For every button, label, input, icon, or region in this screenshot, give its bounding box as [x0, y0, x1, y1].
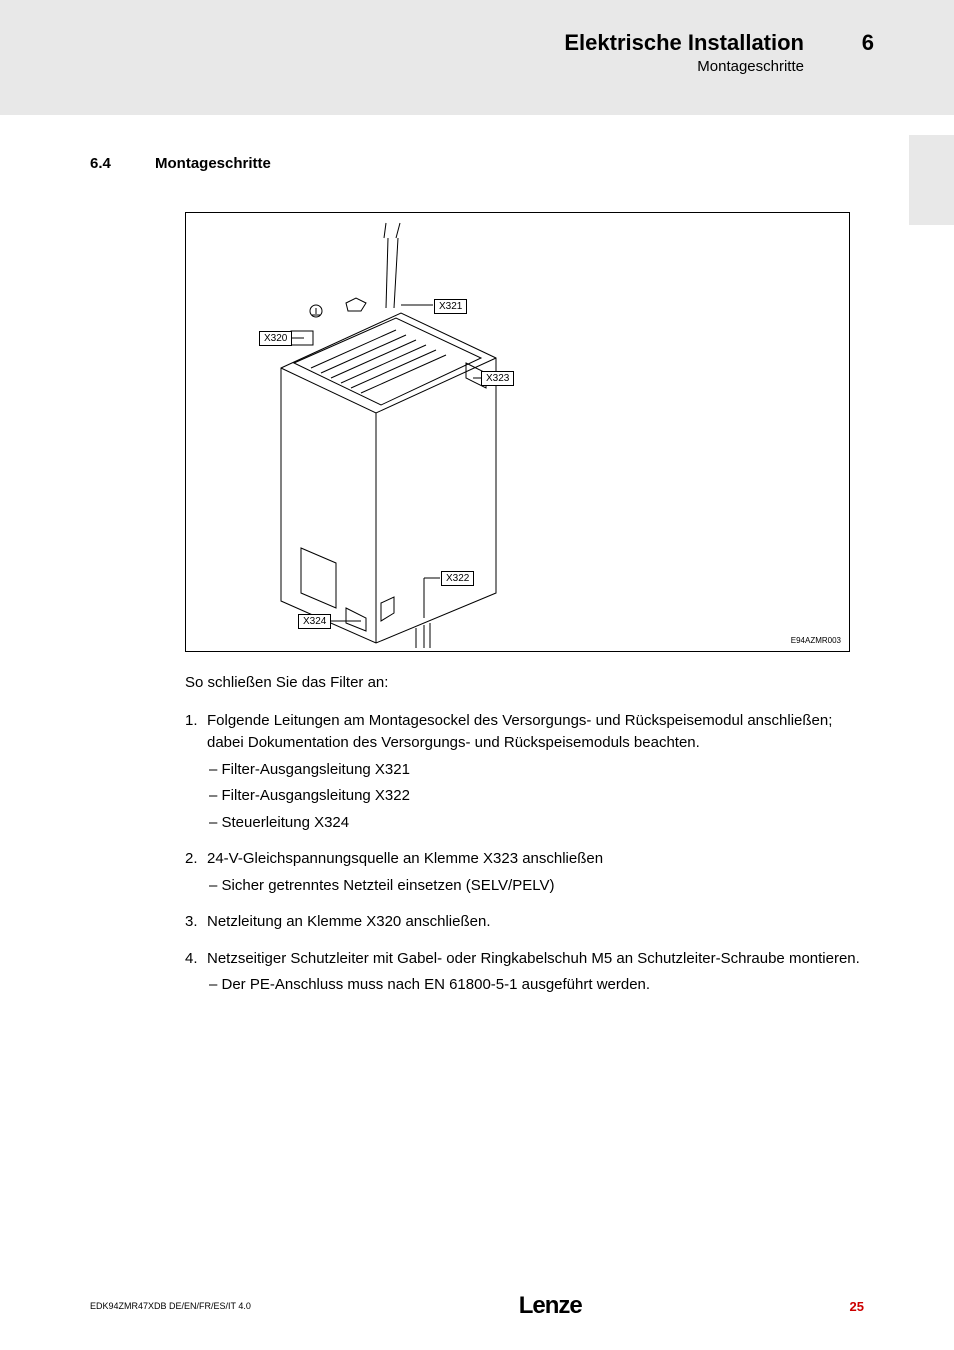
technical-figure: X321 X320 X323 X322 X324 E94AZMR003: [185, 212, 850, 652]
figure-label-x324: X324: [298, 614, 331, 629]
step-3: 3. Netzleitung an Klemme X320 anschließe…: [207, 911, 864, 934]
step-1-sub-1: – Filter-Ausgangsleitung X321: [209, 759, 864, 782]
lenze-logo: Lenze: [519, 1292, 582, 1320]
step-3-text: Netzleitung an Klemme X320 anschließen.: [207, 913, 491, 930]
figure-label-x320: X320: [259, 331, 292, 346]
side-tab: [909, 135, 954, 225]
figure-label-x323: X323: [481, 371, 514, 386]
intro-text: So schließen Sie das Filter an:: [185, 672, 864, 695]
step-list: 1. Folgende Leitungen am Montagesockel d…: [185, 710, 864, 997]
body-text: So schließen Sie das Filter an: 1. Folge…: [185, 672, 864, 997]
header-title: Elektrische Installation: [564, 30, 804, 56]
step-2-sub-1: – Sicher getrenntes Netzteil einsetzen (…: [209, 875, 864, 898]
section-title: Montageschritte: [155, 155, 271, 172]
header-text-block: Elektrische Installation Montageschritte: [564, 30, 804, 75]
chapter-number: 6: [862, 30, 874, 56]
step-4-text: Netzseitiger Schutzleiter mit Gabel- ode…: [207, 950, 860, 967]
step-4: 4. Netzseitiger Schutzleiter mit Gabel- …: [207, 948, 864, 997]
page-number: 25: [850, 1299, 864, 1314]
step-2-text: 24-V-Gleichspannungsquelle an Klemme X32…: [207, 850, 603, 867]
step-4-num: 4.: [185, 948, 198, 971]
figure-label-x322: X322: [441, 571, 474, 586]
section-number: 6.4: [90, 155, 155, 172]
step-1-num: 1.: [185, 710, 198, 733]
step-3-num: 3.: [185, 911, 198, 934]
figure-code: E94AZMR003: [791, 636, 841, 645]
header-subtitle: Montageschritte: [564, 58, 804, 75]
step-2: 2. 24-V-Gleichspannungsquelle an Klemme …: [207, 848, 864, 897]
section-heading: 6.4 Montageschritte: [90, 155, 864, 172]
step-1-sub-3: – Steuerleitung X324: [209, 812, 864, 835]
page-header: Elektrische Installation Montageschritte…: [0, 0, 954, 115]
step-4-sub-1: – Der PE-Anschluss muss nach EN 61800-5-…: [209, 974, 864, 997]
figure-label-x321: X321: [434, 299, 467, 314]
page-footer: EDK94ZMR47XDB DE/EN/FR/ES/IT 4.0 Lenze 2…: [0, 1292, 954, 1320]
device-diagram: [186, 213, 851, 653]
page-content: 6.4 Montageschritte: [0, 115, 954, 997]
step-1: 1. Folgende Leitungen am Montagesockel d…: [207, 710, 864, 835]
footer-doc-id: EDK94ZMR47XDB DE/EN/FR/ES/IT 4.0: [90, 1301, 251, 1311]
step-1-sub-2: – Filter-Ausgangsleitung X322: [209, 785, 864, 808]
step-1-text: Folgende Leitungen am Montagesockel des …: [207, 712, 832, 752]
step-2-num: 2.: [185, 848, 198, 871]
